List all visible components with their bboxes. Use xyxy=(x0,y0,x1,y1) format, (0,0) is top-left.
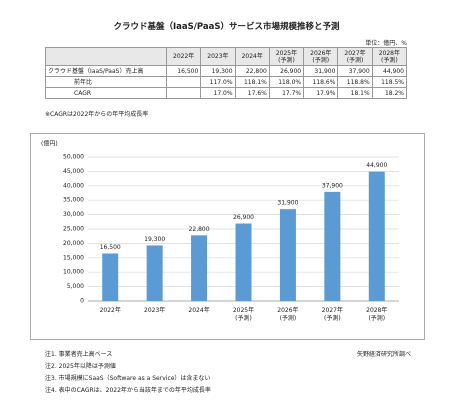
row: CAGR 17.0% 17.6% 17.7% 17.9% 18.1% 18.2% xyxy=(45,87,408,99)
chart: (億円) 0 5,000 10,000 15,000 20,000 25,000 30,000… xyxy=(30,133,425,340)
source: 矢野経済研究所調べ xyxy=(356,351,411,358)
unit: 単位：億円、% xyxy=(365,40,407,47)
bar xyxy=(146,245,163,301)
note: 注1. 事業者売上高ベース xyxy=(45,351,113,358)
x-tick-label: 2026年 (予測) xyxy=(277,307,299,322)
header-row: 2022年 2023年 2024年 2025年 (予測) 2026年 (予測) 2027年… xyxy=(45,47,408,66)
x-tick-label: 2027年 (予測) xyxy=(321,307,343,322)
cell: CAGR xyxy=(45,87,167,99)
y-axis-label: (億円) xyxy=(41,140,58,148)
cell: 26,900 xyxy=(268,65,305,77)
row: クラウド基盤（IaaS/PaaS）売上高 16,500 19,300 22,800 26… xyxy=(45,65,408,77)
y-tick-label: 20,000 xyxy=(63,240,84,247)
cell: 118.0% xyxy=(268,76,305,88)
cell: 22,800 xyxy=(234,65,270,77)
y-tick-label: 45,000 xyxy=(63,168,84,175)
x-tick-label: 2024年 xyxy=(188,307,210,314)
y-tick-label: 10,000 xyxy=(63,269,84,276)
cell: 16,500 xyxy=(165,65,202,77)
header-cell: 2022年 xyxy=(165,47,202,66)
cell: 19,300 xyxy=(200,65,236,77)
cell: 118.8% xyxy=(337,76,373,88)
bar xyxy=(324,191,341,301)
y-tick-label: 35,000 xyxy=(63,197,84,204)
header-cell: 2028年 (予測) xyxy=(371,47,408,66)
x-tick-label: 2022年 xyxy=(99,307,121,314)
y-tick-label: 40,000 xyxy=(63,182,84,189)
cell: 118.5% xyxy=(371,76,408,88)
chart-svg: (億円) 0 5,000 10,000 15,000 20,000 25,000 30,000… xyxy=(41,140,399,305)
title: クラウド基盤（IaaS/PaaS）サービス市場規模推移と予測 xyxy=(113,22,340,32)
x-tick-label: 2023年 xyxy=(144,307,166,314)
value-label: 16,500 xyxy=(100,244,121,251)
note: 注2. 2025年以降は予測値 xyxy=(45,363,116,370)
note: 注4. 表中のCAGRは、2022年から当該年までの年平均成長率 xyxy=(45,387,211,394)
bar xyxy=(279,209,296,301)
header-cell: 2024年 xyxy=(234,47,270,66)
header-cell: 2026年 (予測) xyxy=(303,47,339,66)
cell xyxy=(165,87,202,99)
row: 前年比 117.0% 118.1% 118.0% 118.6% 118.8% 118.5% xyxy=(45,76,408,88)
cell: 117.0% xyxy=(200,76,236,88)
cell: クラウド基盤（IaaS/PaaS）売上高 xyxy=(45,65,167,77)
y-tick-label: 5,000 xyxy=(67,283,84,290)
header-cell: 2025年 (予測) xyxy=(268,47,305,66)
cell: 118.1% xyxy=(234,76,270,88)
bar xyxy=(368,171,385,301)
cell: 17.6% xyxy=(234,87,270,99)
value-label: 22,800 xyxy=(189,226,210,233)
table: 2022年 2023年 2024年 2025年 (予測) 2026年 (予測) 2027年… xyxy=(45,47,408,99)
header-cell: 2023年 xyxy=(200,47,236,66)
y-tick-label: 0 xyxy=(80,298,84,305)
bar xyxy=(191,235,208,301)
cell: 18.1% xyxy=(337,87,373,99)
y-tick-label: 15,000 xyxy=(63,254,84,261)
bar xyxy=(102,253,119,301)
value-label: 44,900 xyxy=(366,162,387,169)
cell xyxy=(165,76,202,88)
x-tick-label: 2028年 (予測) xyxy=(366,307,388,322)
y-tick-label: 50,000 xyxy=(63,154,84,161)
y-tick-label: 30,000 xyxy=(63,211,84,218)
cell: 17.9% xyxy=(303,87,339,99)
cell: 37,900 xyxy=(337,65,373,77)
cell: 17.0% xyxy=(200,87,236,99)
table-note: ※CAGRは2022年からの年平均成長率 xyxy=(45,111,149,118)
header-cell xyxy=(45,47,167,66)
bar xyxy=(235,223,252,301)
value-label: 37,900 xyxy=(322,182,343,189)
note: 注3. 市場規模にSaaS（Software as a Service）は含まな… xyxy=(45,375,211,382)
header-cell: 2027年 (予測) xyxy=(337,47,373,66)
x-tick-label: 2025年 (予測) xyxy=(232,307,255,322)
cell: 18.2% xyxy=(371,87,408,99)
value-label: 31,900 xyxy=(277,200,298,207)
cell: 31,900 xyxy=(303,65,339,77)
cell: 118.6% xyxy=(303,76,339,88)
cell: 17.7% xyxy=(268,87,305,99)
cell: 前年比 xyxy=(45,76,167,88)
cell: 44,900 xyxy=(371,65,408,77)
y-tick-label: 25,000 xyxy=(63,226,84,233)
value-label: 19,300 xyxy=(144,236,165,243)
value-label: 26,900 xyxy=(233,214,254,221)
